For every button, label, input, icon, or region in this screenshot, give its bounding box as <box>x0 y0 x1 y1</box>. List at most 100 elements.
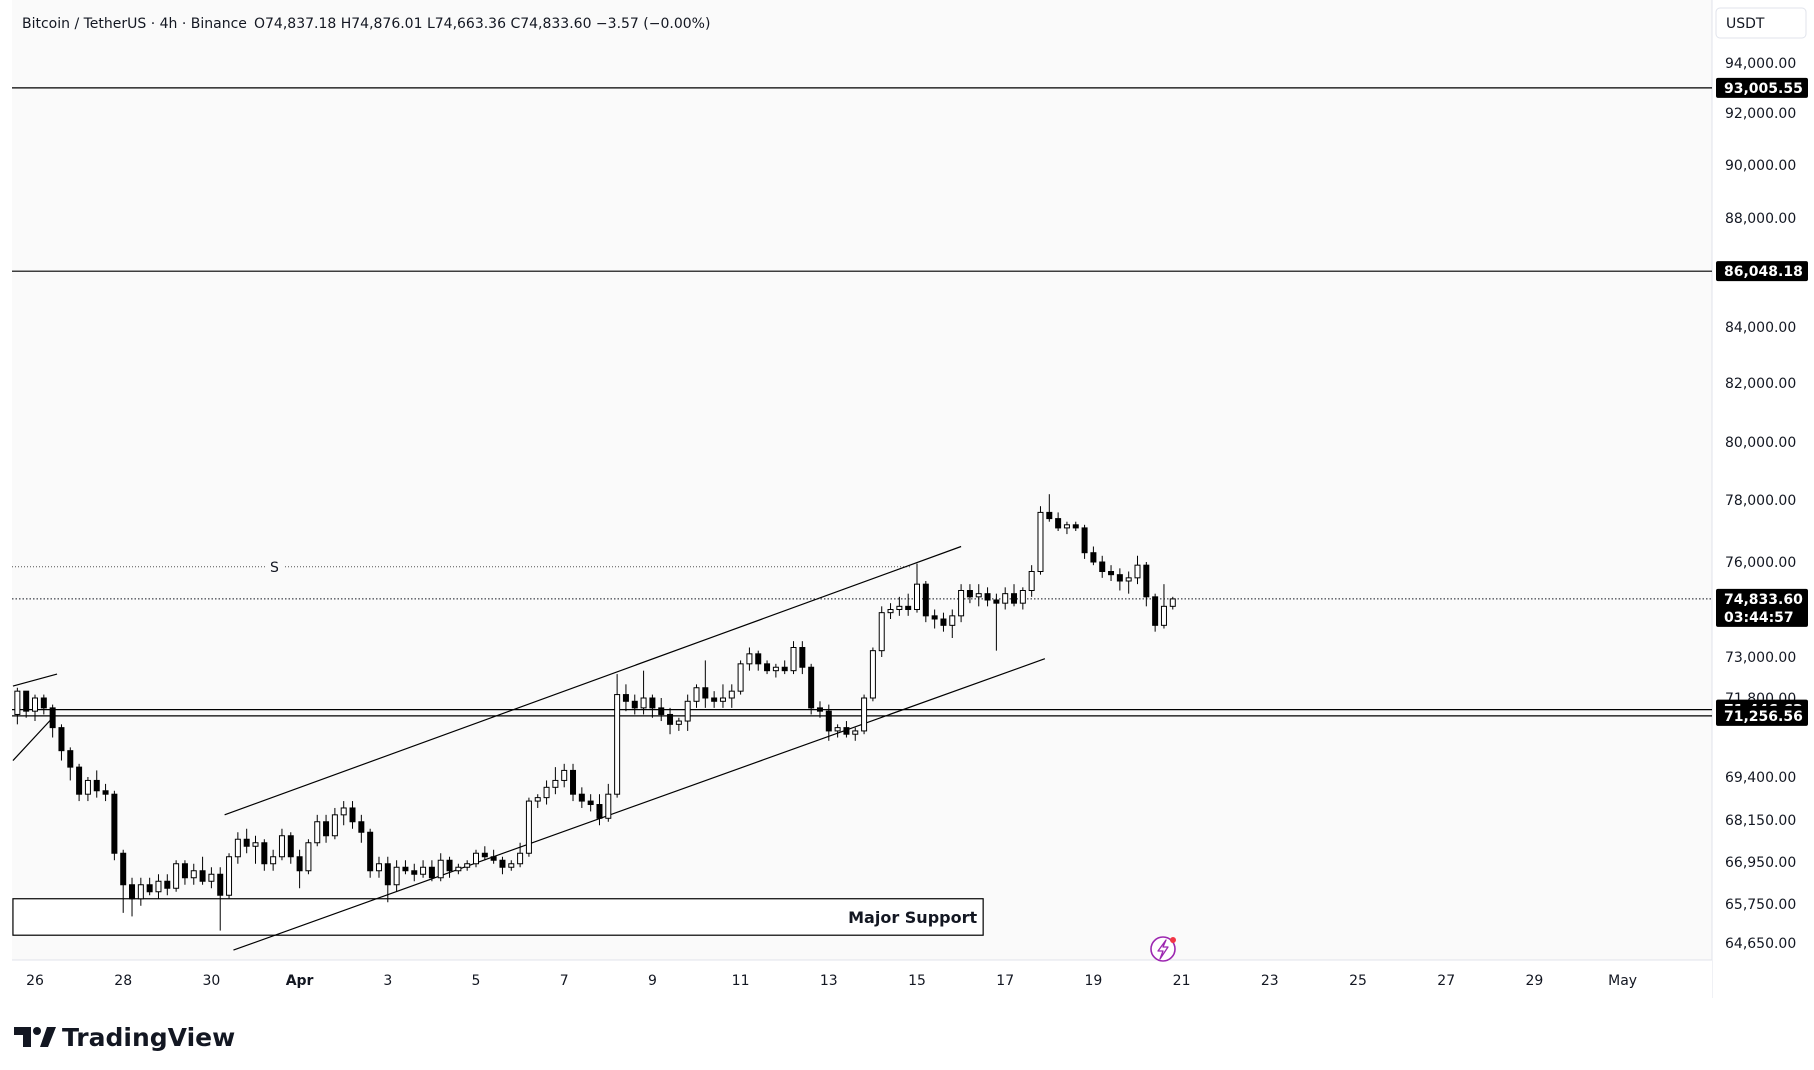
candle[interactable] <box>481 846 488 861</box>
candle[interactable] <box>605 783 612 822</box>
candle[interactable] <box>40 694 47 715</box>
candle[interactable] <box>658 698 665 722</box>
candle[interactable] <box>428 860 435 882</box>
candle[interactable] <box>1160 584 1167 629</box>
candle[interactable] <box>129 877 136 917</box>
candle[interactable] <box>905 593 912 616</box>
candle[interactable] <box>393 860 400 892</box>
candle[interactable] <box>622 684 629 712</box>
candle[interactable] <box>446 856 453 878</box>
candle[interactable] <box>490 849 497 864</box>
candle[interactable] <box>243 828 250 854</box>
candle[interactable] <box>76 763 83 802</box>
candle[interactable] <box>1046 494 1053 522</box>
candle[interactable] <box>1143 562 1150 607</box>
candle[interactable] <box>737 660 744 695</box>
candle[interactable] <box>543 780 550 805</box>
candle[interactable] <box>711 691 718 708</box>
candle[interactable] <box>278 828 285 861</box>
currency-button[interactable]: USDT <box>1715 7 1807 39</box>
lightning-icon[interactable] <box>1150 936 1176 962</box>
candle[interactable] <box>1108 565 1115 581</box>
candle[interactable] <box>93 770 100 798</box>
candle[interactable] <box>1125 571 1132 594</box>
candle[interactable] <box>958 584 965 623</box>
candle[interactable] <box>384 856 391 903</box>
candle[interactable] <box>675 717 682 731</box>
candle[interactable] <box>455 863 462 875</box>
candle[interactable] <box>111 790 118 861</box>
candle[interactable] <box>1063 521 1070 535</box>
candle[interactable] <box>764 660 771 675</box>
candle[interactable] <box>570 763 577 802</box>
candle[interactable] <box>914 563 920 613</box>
candle[interactable] <box>1011 584 1018 607</box>
candle[interactable] <box>23 690 30 718</box>
candle[interactable] <box>755 650 762 671</box>
candle[interactable] <box>173 860 180 892</box>
candle[interactable] <box>896 596 903 616</box>
candle[interactable] <box>746 647 753 671</box>
candle[interactable] <box>499 856 506 875</box>
candle[interactable] <box>164 874 171 896</box>
candle[interactable] <box>825 704 832 741</box>
candle[interactable] <box>1028 565 1035 597</box>
left-trend-line[interactable] <box>12 717 54 761</box>
candle[interactable] <box>966 584 973 604</box>
candle[interactable] <box>1116 568 1123 591</box>
candle[interactable] <box>843 721 850 738</box>
candle[interactable] <box>252 835 259 864</box>
candle[interactable] <box>217 867 224 931</box>
candle[interactable] <box>1099 555 1106 578</box>
candle[interactable] <box>234 832 241 864</box>
channel-upper-line[interactable] <box>224 545 962 816</box>
candle[interactable] <box>49 704 56 738</box>
candle[interactable] <box>561 763 568 788</box>
candle[interactable] <box>402 860 409 875</box>
candle[interactable] <box>375 856 382 878</box>
candle[interactable] <box>420 860 427 878</box>
candle[interactable] <box>1081 524 1088 559</box>
candle[interactable] <box>84 777 91 802</box>
candle[interactable] <box>1055 512 1062 531</box>
candle[interactable] <box>437 853 444 882</box>
candle[interactable] <box>719 684 726 708</box>
candle[interactable] <box>993 593 1000 651</box>
candle[interactable] <box>181 860 188 885</box>
candle[interactable] <box>287 832 294 864</box>
candle[interactable] <box>32 694 38 722</box>
candle[interactable] <box>411 863 418 882</box>
candle[interactable] <box>517 842 524 868</box>
candle[interactable] <box>1152 593 1159 632</box>
candle[interactable] <box>975 584 982 607</box>
candle[interactable] <box>631 694 638 715</box>
candle[interactable] <box>614 674 621 798</box>
candle[interactable] <box>1037 506 1044 575</box>
candle[interactable] <box>226 853 233 899</box>
candle[interactable] <box>261 839 268 871</box>
price-level-badge[interactable]: 74,833.60 03:44:57 <box>1716 588 1808 627</box>
candle[interactable] <box>1002 587 1009 610</box>
candle[interactable] <box>1090 546 1097 566</box>
candle[interactable] <box>728 684 735 708</box>
candle[interactable] <box>331 807 338 840</box>
candle[interactable] <box>816 701 823 718</box>
candle[interactable] <box>102 783 109 802</box>
candle[interactable] <box>358 814 365 843</box>
candle[interactable] <box>702 660 709 708</box>
candle[interactable] <box>684 694 691 731</box>
candle[interactable] <box>878 606 885 657</box>
candle[interactable] <box>869 647 876 702</box>
candle[interactable] <box>270 849 277 871</box>
candle[interactable] <box>199 856 206 885</box>
candle[interactable] <box>667 707 674 735</box>
candle[interactable] <box>852 727 859 741</box>
candle[interactable] <box>1134 555 1141 585</box>
candle[interactable] <box>808 663 815 715</box>
candle[interactable] <box>949 609 956 639</box>
candle[interactable] <box>922 581 929 623</box>
candle[interactable] <box>137 877 144 906</box>
candle[interactable] <box>67 747 74 781</box>
candle[interactable] <box>155 874 162 899</box>
candle[interactable] <box>14 687 21 725</box>
